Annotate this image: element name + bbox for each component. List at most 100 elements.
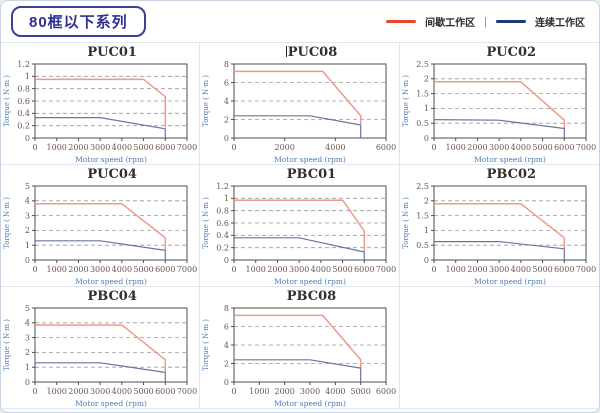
continuous-zone-curve (433, 119, 565, 138)
x-tick-label: 6000 (376, 387, 396, 396)
y-tick-label: 4 (25, 197, 30, 206)
y-tick-label: 5 (25, 182, 30, 191)
x-tick-label: 4000 (325, 387, 345, 396)
x-tick-label: 3000 (289, 265, 309, 274)
x-tick-label: 3000 (489, 265, 509, 274)
legend: 间歇工作区 | 连续工作区 (386, 14, 585, 29)
chart-title-text: PUC08 (287, 45, 338, 60)
plot-frame (433, 63, 587, 139)
x-axis-label: Motor speed (rpm) (75, 155, 147, 164)
x-tick-label: 7000 (177, 265, 197, 274)
chart-title: PUC01 (35, 45, 189, 60)
y-tick-label: 0.2 (17, 121, 30, 130)
chart-cell: PBC01 0 0.2 0.4 0.6 0.8 1 1.2 0 1000 2000 3000 4000 5… (200, 165, 400, 287)
chart-cell: PUC01 0 0.2 0.4 0.6 0.8 1 1.2 0 1000 2000 3000 4000 5… (1, 43, 201, 165)
header: 80框以下系列 间歇工作区 | 连续工作区 (1, 1, 599, 42)
y-tick-label: 1.5 (416, 89, 429, 98)
continuous-zone-curve (433, 240, 565, 260)
x-tick-label: 5000 (133, 265, 153, 274)
y-tick-label: 2.5 (416, 60, 429, 69)
x-tick-label: 1000 (246, 265, 266, 274)
chart-title: PBC08 (234, 289, 388, 304)
x-tick-label: 0 (32, 143, 37, 152)
x-tick-label: 7000 (177, 143, 197, 152)
chart-title: PUC02 (434, 45, 589, 60)
y-tick-label: 0 (424, 256, 429, 265)
continuous-zone-curve (35, 116, 166, 138)
continuous-zone-curve (234, 237, 366, 260)
x-tick-label: 1000 (47, 143, 67, 152)
chart-cell: PBC02 0 0.5 1 1.5 2 2.5 0 1000 2000 3000 4000 5000 60… (399, 165, 599, 287)
x-axis-label: Motor speed (rpm) (274, 399, 346, 408)
x-tick-label: 2000 (467, 265, 487, 274)
x-axis-label: Motor speed (rpm) (474, 155, 546, 164)
intermittent-zone-curve (433, 81, 565, 129)
x-tick-label: 2000 (275, 143, 295, 152)
y-tick-label: 0 (25, 134, 30, 143)
x-tick-label: 1000 (445, 143, 465, 152)
y-tick-label: 8 (224, 304, 229, 313)
y-axis-label: Torque ( N·m ) (202, 75, 210, 127)
x-tick-label: 3000 (90, 265, 110, 274)
y-tick-label: 8 (224, 60, 229, 69)
y-tick-label: 1 (224, 194, 229, 203)
chart-plot: 0 0.5 1 1.5 2 2.5 0 1000 2000 3000 4000 5000 6000 700… (402, 182, 596, 286)
continuous-zone-curve (234, 359, 362, 382)
x-tick-label: 6000 (554, 265, 574, 274)
y-tick-label: 1 (25, 241, 30, 250)
y-axis-label: Torque ( N·m ) (202, 319, 210, 371)
x-tick-label: 4000 (112, 143, 132, 152)
legend-label-continuous: 连续工作区 (535, 18, 585, 29)
x-tick-label: 6000 (554, 143, 574, 152)
chart-title-text: PBC02 (486, 167, 537, 182)
y-tick-label: 4 (224, 97, 229, 106)
x-tick-label: 0 (32, 387, 37, 396)
empty-cell (399, 287, 599, 409)
x-tick-label: 5000 (532, 265, 552, 274)
y-tick-label: 0 (25, 378, 30, 387)
chart-title: PBC02 (434, 167, 589, 182)
x-axis-label: Motor speed (rpm) (75, 399, 147, 408)
y-tick-label: 1 (424, 104, 429, 113)
chart-plot: 0 2 4 6 8 0 2000 4000 6000 Torque ( N·m ) Motor sp… (202, 60, 396, 164)
y-tick-label: 4 (25, 319, 30, 328)
chart-cell: PUC04 0 1 2 3 4 5 0 1000 2000 3000 4000 5000 6000 7000… (1, 165, 201, 287)
legend-separator: | (484, 15, 487, 28)
y-tick-label: 1.5 (416, 211, 429, 220)
chart-plot: 0 1 2 3 4 5 0 1000 2000 3000 4000 5000 6000 7000 Torqu… (3, 304, 197, 408)
chart-cell: PUC02 0 0.5 1 1.5 2 2.5 0 1000 2000 3000 4000 5000 60… (399, 43, 599, 165)
y-axis-label: Torque ( N·m ) (402, 197, 410, 249)
intermittent-zone-curve (35, 203, 167, 250)
x-tick-label: 3000 (300, 387, 320, 396)
x-tick-label: 6000 (155, 143, 175, 152)
y-tick-label: 1.2 (17, 60, 30, 69)
y-tick-label: 0.5 (416, 119, 429, 128)
x-tick-label: 2000 (68, 387, 88, 396)
y-axis-label: Torque ( N·m ) (402, 75, 410, 127)
continuous-zone-curve (234, 115, 362, 138)
x-axis-label: Motor speed (rpm) (75, 277, 147, 286)
x-tick-label: 1000 (47, 265, 67, 274)
chart-title-text: PUC01 (87, 45, 137, 60)
chart-title: PUC04 (35, 167, 189, 182)
x-tick-label: 0 (32, 265, 37, 274)
x-tick-label: 6000 (155, 387, 175, 396)
continuous-zone-curve (35, 240, 166, 260)
y-tick-label: 0.4 (17, 109, 30, 118)
x-axis-label: Motor speed (rpm) (474, 277, 546, 286)
x-tick-label: 2000 (68, 143, 88, 152)
chart-cell: PBC04 0 1 2 3 4 5 0 1000 2000 3000 4000 5000 6000 7000… (1, 287, 201, 409)
chart-plot: 0 0.2 0.4 0.6 0.8 1 1.2 0 1000 2000 3000 4000 5000 60… (202, 182, 396, 286)
x-axis-label: Motor speed (rpm) (274, 277, 346, 286)
intermittent-line-swatch (386, 20, 417, 23)
y-tick-label: 0.2 (217, 243, 230, 252)
x-tick-label: 6000 (155, 265, 175, 274)
y-tick-label: 1.2 (217, 182, 230, 191)
y-tick-label: 2 (224, 359, 229, 368)
x-tick-label: 6000 (354, 265, 374, 274)
chart-title-text: PBC04 (87, 289, 137, 304)
x-tick-label: 2000 (268, 265, 288, 274)
y-axis-label: Torque ( N·m ) (202, 197, 210, 249)
y-tick-label: 0.5 (416, 241, 429, 250)
series-badge: 80框以下系列 (11, 6, 146, 37)
